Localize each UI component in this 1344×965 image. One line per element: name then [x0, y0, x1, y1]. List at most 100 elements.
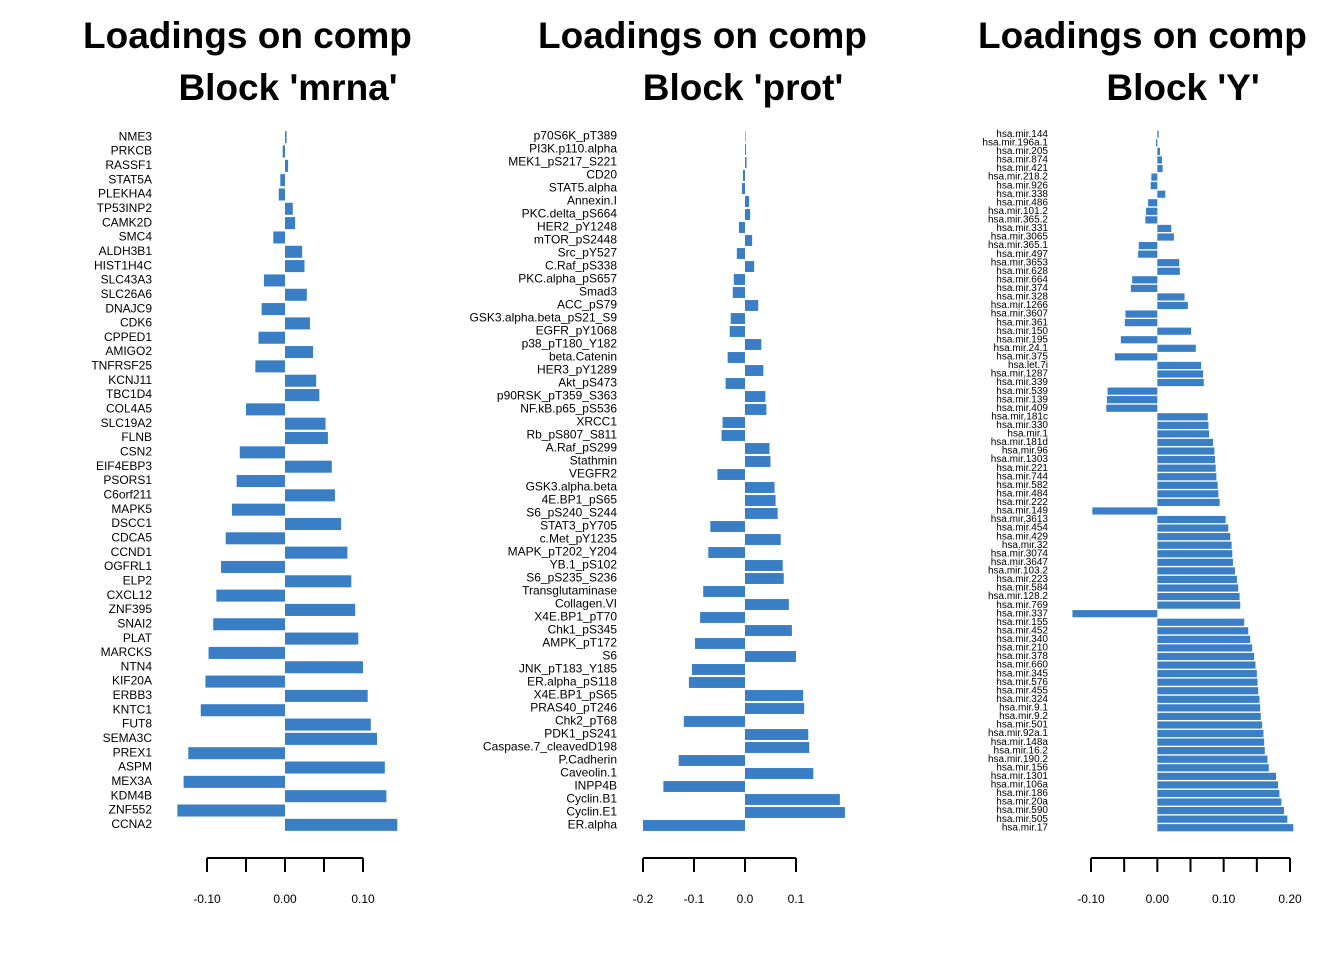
bar-label: hsa.mir.576 — [996, 677, 1048, 688]
bar-label: hsa.mir.1303 — [991, 454, 1049, 465]
bar-label: MEK1_pS217_S221 — [508, 155, 617, 169]
bar-label: hsa.mir.186 — [996, 788, 1048, 799]
bar-label: hsa.mir.590 — [996, 805, 1048, 816]
bar — [1157, 259, 1180, 267]
bar-label: ASPM — [118, 760, 152, 774]
bar-label: KIF20A — [112, 674, 152, 688]
bar-label: NF.kB.p65_pS536 — [520, 402, 617, 416]
bar-label: AMIGO2 — [105, 344, 152, 358]
bar — [1157, 456, 1216, 464]
bar — [1157, 584, 1239, 592]
bar-label: hsa.mir.181d — [991, 437, 1048, 448]
bar-label: hsa.mir.497 — [996, 249, 1048, 260]
bar-label: hsa.mir.3074 — [991, 548, 1049, 559]
bar-label: MARCKS — [101, 645, 152, 659]
bar-label: CPPED1 — [104, 330, 152, 344]
bar — [1157, 704, 1261, 712]
bar — [1157, 438, 1214, 447]
bar-label: hsa.mir.1301 — [991, 771, 1049, 782]
bar-label: Rb_pS807_S811 — [526, 428, 617, 442]
bar — [258, 331, 285, 344]
bar — [745, 443, 770, 454]
bar-label: hsa.mir.3653 — [991, 257, 1049, 268]
bar — [1157, 473, 1217, 481]
bar-label: hsa.mir.1287 — [991, 369, 1049, 380]
bar — [1157, 764, 1269, 772]
bar-label: hsa.mir.24.1 — [994, 343, 1049, 354]
bar — [1157, 824, 1294, 832]
bar-label: STAT5.alpha — [549, 181, 618, 195]
bar-label: S6_pS235_S236 — [526, 571, 617, 585]
bar — [285, 374, 317, 387]
bar-label: hsa.mir.101.2 — [988, 206, 1048, 217]
bar — [285, 159, 289, 172]
bar — [729, 326, 745, 337]
bar-label: OGFRL1 — [104, 559, 152, 573]
bar-label: 4E.BP1_pS65 — [542, 493, 618, 507]
bar-label: Cyclin.B1 — [566, 792, 617, 806]
bar-label: SLC43A3 — [101, 273, 153, 287]
bar — [1157, 712, 1261, 721]
bar — [213, 618, 285, 631]
bar — [1157, 592, 1240, 601]
bar — [1157, 327, 1192, 335]
x-tick-label: -0.10 — [1077, 892, 1105, 906]
bar-label: S6_pS240_S244 — [526, 506, 617, 520]
bar-label: ACC_pS79 — [557, 298, 617, 312]
bar-label: hsa.mir.1266 — [991, 300, 1049, 311]
bar-label: X4E.BP1_pS65 — [534, 688, 618, 702]
bar-label: hsa.mir.340 — [996, 634, 1048, 645]
panel: Loadings on comp Block 'mrna' NME3PRKCBRAS… — [83, 15, 412, 906]
bar-label: hsa.mir.926 — [996, 180, 1048, 191]
bar — [1157, 747, 1265, 755]
bar-label: Stathmin — [570, 454, 617, 468]
bar — [1157, 293, 1185, 301]
bar-label: HIST1H4C — [94, 258, 152, 272]
bar-label: hsa.mir.223 — [996, 574, 1048, 585]
x-tick-label: 0.10 — [351, 892, 375, 906]
bar — [1106, 404, 1158, 412]
bar — [1072, 610, 1158, 618]
bar — [285, 661, 363, 674]
bar — [732, 287, 745, 298]
bar-label: hsa.mir.9.2 — [999, 711, 1048, 722]
bar-label: hsa.mir.374 — [996, 283, 1048, 294]
bar — [745, 235, 753, 246]
bar-label: hsa.mir.139 — [996, 394, 1048, 405]
bar — [231, 503, 285, 516]
bar — [183, 775, 285, 788]
bar — [1157, 807, 1285, 815]
bar — [1150, 182, 1158, 190]
bar — [1157, 729, 1264, 738]
bar — [1157, 156, 1162, 164]
x-tick-label: 0.00 — [1146, 892, 1170, 906]
bar — [1157, 224, 1172, 233]
bar-label: MAPK5 — [111, 502, 152, 516]
bar — [727, 352, 745, 363]
chart-title: Loadings on comp — [83, 15, 412, 56]
bar-label: P.Cadherin — [559, 753, 618, 767]
bar-label: HER3_pY1289 — [537, 363, 617, 377]
bar-label: hsa.mir.539 — [996, 386, 1048, 397]
bar-label: hsa.mir.96 — [1002, 446, 1049, 457]
bar — [745, 625, 792, 636]
bar-label: hsa.mir.155 — [996, 617, 1048, 628]
bar — [738, 222, 745, 233]
bar — [745, 690, 804, 701]
bar — [1157, 652, 1255, 661]
bar-label: STAT3_pY705 — [540, 519, 617, 533]
panel: Loadings on comp Block 'prot' p70S6K_pT389… — [470, 15, 867, 906]
bar-label: hsa.mir.452 — [996, 625, 1048, 636]
bar-label: AMPK_pT172 — [542, 636, 617, 650]
bar-label: ELP2 — [123, 573, 153, 587]
bar-label: hsa.mir.345 — [996, 668, 1048, 679]
bar — [1148, 199, 1158, 207]
bar-label: hsa.mir.205 — [996, 146, 1048, 157]
bar-label: hsa.mir.337 — [996, 608, 1048, 619]
bar — [216, 589, 285, 602]
bar — [1157, 635, 1251, 643]
bar — [678, 755, 745, 766]
bar-label: MAPK_pT202_Y204 — [508, 545, 618, 559]
